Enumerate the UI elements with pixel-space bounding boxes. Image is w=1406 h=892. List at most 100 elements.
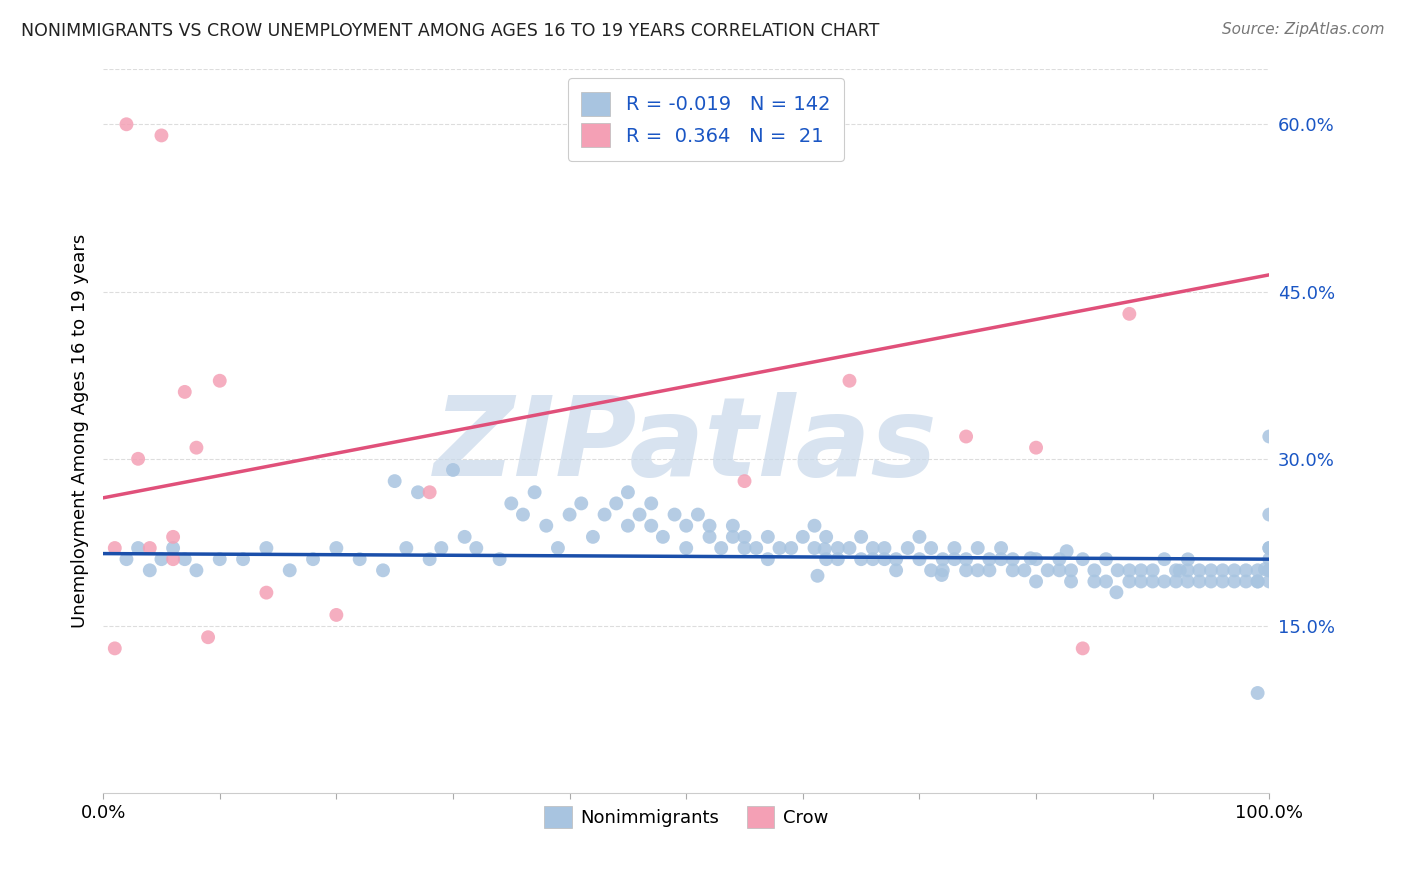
- Point: [849, 530, 872, 544]
- Point: [721, 530, 744, 544]
- Point: [1164, 563, 1187, 577]
- Point: [884, 552, 907, 566]
- Point: [990, 541, 1012, 555]
- Point: [1025, 574, 1047, 589]
- Point: [699, 518, 721, 533]
- Point: [605, 496, 627, 510]
- Point: [931, 568, 953, 582]
- Point: [1212, 563, 1234, 577]
- Point: [651, 530, 673, 544]
- Point: [813, 542, 835, 557]
- Point: [1056, 544, 1078, 558]
- Point: [1047, 552, 1070, 566]
- Point: [1177, 552, 1199, 566]
- Point: [1047, 563, 1070, 577]
- Text: ZIPatlas: ZIPatlas: [434, 392, 938, 499]
- Point: [966, 541, 988, 555]
- Point: [208, 374, 231, 388]
- Point: [1234, 574, 1257, 589]
- Point: [1258, 563, 1281, 577]
- Point: [593, 508, 616, 522]
- Point: [173, 552, 195, 566]
- Point: [943, 541, 966, 555]
- Point: [512, 508, 534, 522]
- Point: [302, 552, 325, 566]
- Point: [325, 607, 347, 622]
- Point: [1083, 563, 1105, 577]
- Point: [617, 485, 640, 500]
- Point: [349, 552, 371, 566]
- Point: [873, 552, 896, 566]
- Text: Source: ZipAtlas.com: Source: ZipAtlas.com: [1222, 22, 1385, 37]
- Y-axis label: Unemployment Among Ages 16 to 19 years: Unemployment Among Ages 16 to 19 years: [72, 234, 89, 628]
- Point: [780, 541, 803, 555]
- Point: [908, 552, 931, 566]
- Point: [1142, 574, 1164, 589]
- Point: [1118, 307, 1140, 321]
- Point: [1153, 574, 1175, 589]
- Point: [1246, 574, 1268, 589]
- Point: [232, 552, 254, 566]
- Point: [1060, 563, 1083, 577]
- Point: [908, 530, 931, 544]
- Point: [197, 630, 219, 644]
- Point: [675, 518, 697, 533]
- Point: [1130, 563, 1153, 577]
- Point: [1234, 563, 1257, 577]
- Point: [873, 541, 896, 555]
- Point: [441, 463, 464, 477]
- Point: [523, 485, 546, 500]
- Point: [734, 541, 756, 555]
- Point: [465, 541, 488, 555]
- Point: [806, 569, 828, 583]
- Point: [1258, 563, 1281, 577]
- Point: [920, 541, 942, 555]
- Legend: Nonimmigrants, Crow: Nonimmigrants, Crow: [537, 798, 835, 835]
- Point: [406, 485, 429, 500]
- Point: [501, 496, 523, 510]
- Point: [710, 541, 733, 555]
- Point: [721, 518, 744, 533]
- Point: [254, 585, 277, 599]
- Point: [838, 374, 860, 388]
- Point: [862, 552, 884, 566]
- Point: [1164, 574, 1187, 589]
- Point: [827, 552, 849, 566]
- Point: [1258, 541, 1281, 555]
- Point: [104, 541, 127, 555]
- Point: [1095, 574, 1118, 589]
- Point: [1177, 563, 1199, 577]
- Point: [1188, 574, 1211, 589]
- Point: [558, 508, 581, 522]
- Point: [675, 541, 697, 555]
- Point: [1246, 686, 1268, 700]
- Point: [371, 563, 394, 577]
- Point: [1060, 574, 1083, 589]
- Point: [640, 518, 662, 533]
- Point: [162, 541, 184, 555]
- Point: [139, 563, 162, 577]
- Point: [186, 441, 208, 455]
- Point: [838, 541, 860, 555]
- Point: [208, 552, 231, 566]
- Point: [1223, 574, 1246, 589]
- Point: [815, 552, 838, 566]
- Point: [756, 530, 779, 544]
- Point: [803, 541, 825, 555]
- Point: [1254, 562, 1277, 576]
- Point: [453, 530, 475, 544]
- Point: [127, 451, 149, 466]
- Point: [1212, 574, 1234, 589]
- Point: [884, 563, 907, 577]
- Point: [932, 563, 955, 577]
- Point: [1001, 552, 1024, 566]
- Point: [1095, 552, 1118, 566]
- Point: [430, 541, 453, 555]
- Point: [943, 552, 966, 566]
- Point: [104, 641, 127, 656]
- Point: [1071, 641, 1094, 656]
- Point: [254, 541, 277, 555]
- Point: [1258, 429, 1281, 443]
- Point: [734, 530, 756, 544]
- Point: [186, 563, 208, 577]
